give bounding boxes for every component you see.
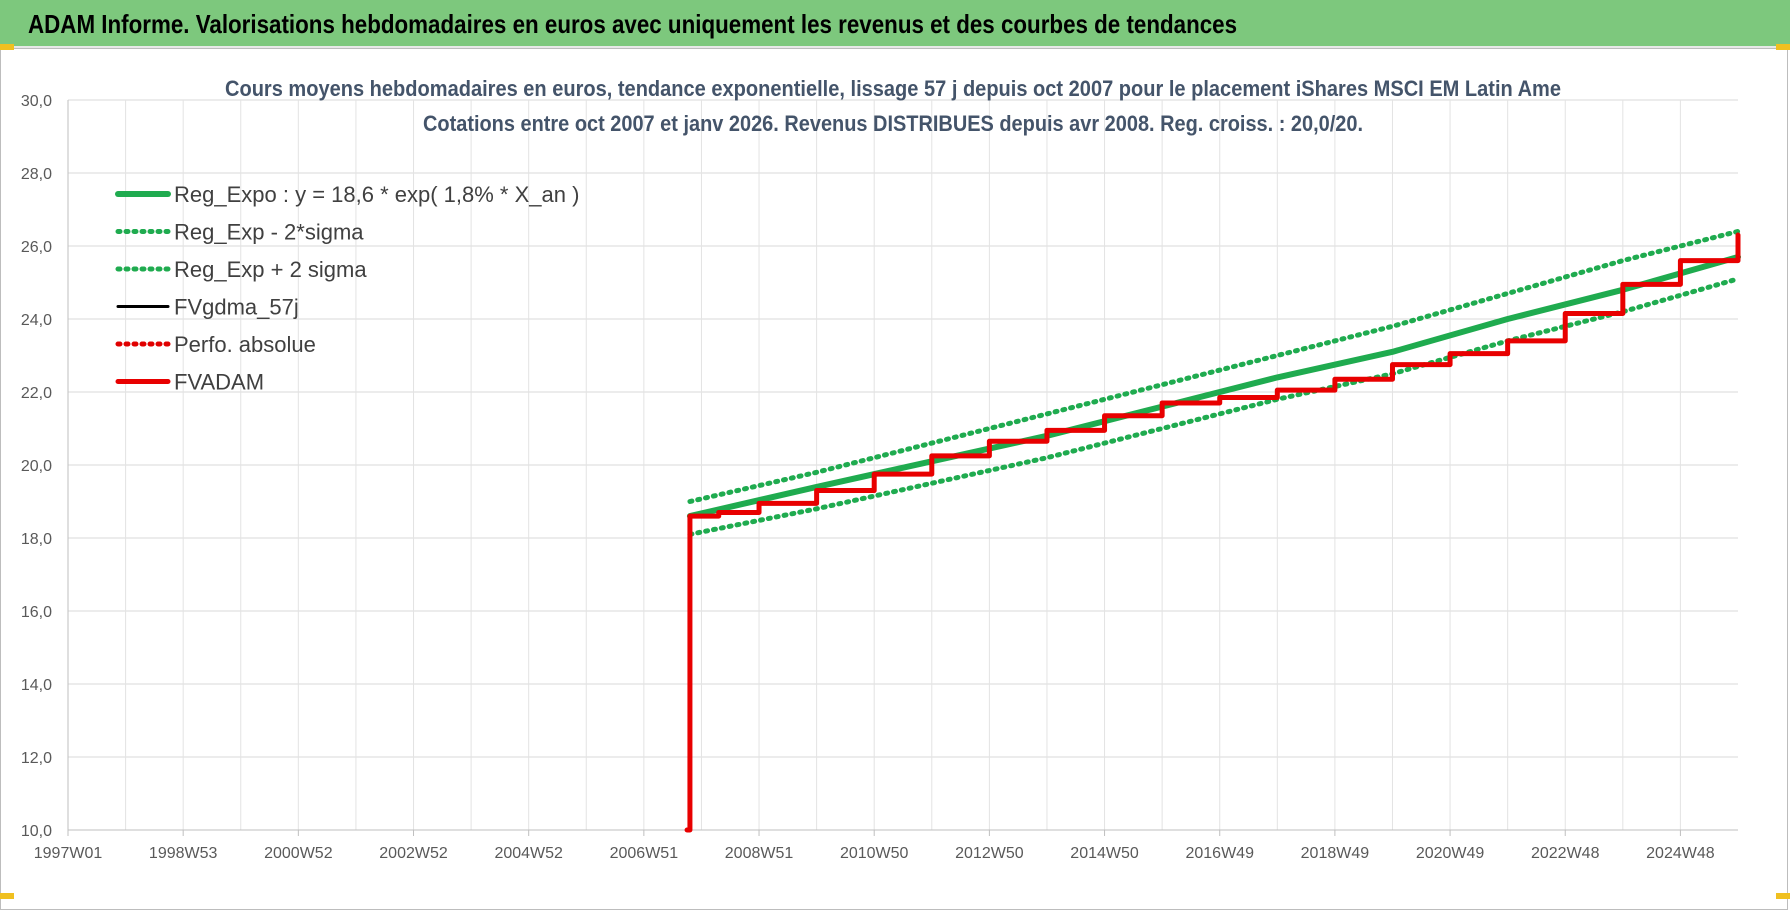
legend-label: Reg_Exp + 2 sigma <box>174 257 367 282</box>
report-banner: ADAM Informe. Valorisations hebdomadaire… <box>0 0 1790 48</box>
legend-label: FVADAM <box>174 370 264 395</box>
x-tick-label: 1997W01 <box>34 845 103 862</box>
corner-marker <box>0 44 14 50</box>
x-tick-label: 2000W52 <box>264 845 333 862</box>
chart-frame <box>0 48 1788 910</box>
series-line-1 <box>687 276 1741 537</box>
x-tick-label: 2010W50 <box>840 845 909 862</box>
series-line-0 <box>686 253 1741 520</box>
legend-label: Reg_Exp - 2*sigma <box>174 220 364 245</box>
y-tick-label: 24,0 <box>21 312 52 329</box>
x-tick-label: 2004W52 <box>494 845 563 862</box>
x-tick-label: 1998W53 <box>149 845 218 862</box>
y-tick-label: 12,0 <box>21 750 52 767</box>
x-tick-label: 2024W48 <box>1646 845 1715 862</box>
corner-marker <box>0 893 14 899</box>
y-tick-label: 18,0 <box>21 531 52 548</box>
corner-marker <box>1776 44 1790 50</box>
corner-marker <box>1776 893 1790 899</box>
x-axis-ticks: 1997W01 1998W53 2000W52 2002W52 2004W52 2006W… <box>34 830 1715 862</box>
y-tick-label: 22,0 <box>21 385 52 402</box>
chart-subtitle: Cotations entre oct 2007 et janv 2026. R… <box>423 111 1363 136</box>
y-tick-label: 26,0 <box>21 239 52 256</box>
x-tick-label: 2016W49 <box>1185 845 1254 862</box>
legend: Reg_Expo : y = 18,6 * exp( 1,8% * X_an )… <box>115 182 579 395</box>
x-tick-label: 2020W49 <box>1416 845 1485 862</box>
y-tick-label: 28,0 <box>21 166 52 183</box>
x-tick-label: 2022W48 <box>1531 845 1600 862</box>
report-title: ADAM Informe. Valorisations hebdomadaire… <box>28 9 1238 39</box>
chart-title: Cours moyens hebdomadaires en euros, ten… <box>225 76 1561 101</box>
grid-lines <box>67 99 1738 831</box>
legend-label: FVgdma_57j <box>174 295 299 320</box>
y-tick-label: 16,0 <box>21 604 52 621</box>
legend-label: Reg_Expo : y = 18,6 * exp( 1,8% * X_an ) <box>174 182 579 207</box>
y-tick-label: 10,0 <box>21 823 52 840</box>
series-line-5 <box>684 232 1741 833</box>
series-line-4 <box>690 235 1738 516</box>
x-tick-label: 2006W51 <box>610 845 679 862</box>
legend-label: Perfo. absolue <box>174 332 316 357</box>
x-tick-label: 2014W50 <box>1070 845 1139 862</box>
y-tick-label: 14,0 <box>21 677 52 694</box>
y-tick-label: 20,0 <box>21 458 52 475</box>
series-line-2 <box>687 228 1741 504</box>
y-axis-ticks: 10,0 12,0 14,0 16,0 18,0 20,0 22,0 24,0 26,0 28,0… <box>21 93 52 840</box>
y-tick-label: 30,0 <box>21 93 52 110</box>
x-tick-label: 2008W51 <box>725 845 794 862</box>
x-tick-label: 2002W52 <box>379 845 448 862</box>
x-tick-label: 2018W49 <box>1301 845 1370 862</box>
series-lines <box>684 228 1741 833</box>
x-tick-label: 2012W50 <box>955 845 1024 862</box>
